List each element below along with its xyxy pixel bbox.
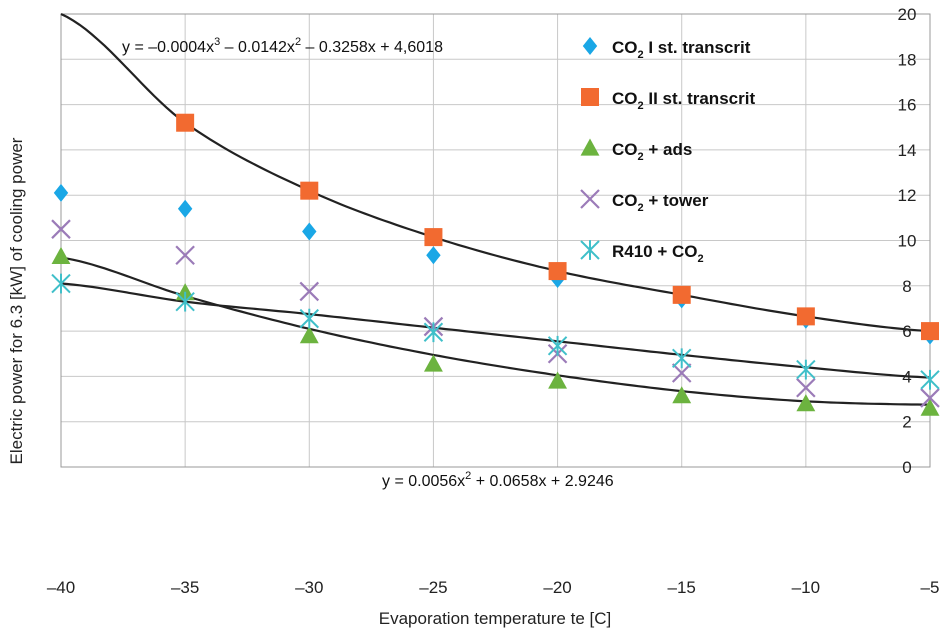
y-tick-label: 2 bbox=[902, 413, 911, 432]
legend: CO2 I st. transcrit CO2 II st. transcrit C… bbox=[580, 37, 755, 265]
trendline-cubic bbox=[60, 13, 931, 333]
y-tick-label: 0 bbox=[902, 458, 911, 477]
legend-marker bbox=[580, 138, 600, 156]
y-tick-label: 8 bbox=[902, 277, 911, 296]
legend-label: R410 + CO2 bbox=[612, 242, 704, 265]
legend-label: CO2 + tower bbox=[612, 191, 709, 214]
x-tick-label: –10 bbox=[792, 578, 820, 597]
marker-stroke bbox=[671, 363, 692, 383]
legend-label: CO2 + ads bbox=[612, 140, 692, 163]
y-axis-title: Electric power for 6.3 [kW] of cooling p… bbox=[7, 137, 26, 464]
equation-cubic: y = –0.0004x3 – 0.0142x2 – 0.3258x + 4,6… bbox=[122, 36, 443, 56]
legend-label: CO2 II st. transcrit bbox=[612, 89, 755, 112]
trendline-r410 bbox=[60, 282, 931, 379]
data-point bbox=[426, 246, 441, 265]
plot-frame bbox=[60, 13, 931, 468]
annotations: y = –0.0004x3 – 0.0142x2 – 0.3258x + 4,6… bbox=[122, 36, 614, 490]
data-point bbox=[175, 291, 195, 312]
x-tick-label: –15 bbox=[668, 578, 696, 597]
data-point bbox=[177, 199, 193, 218]
data-point bbox=[299, 326, 319, 344]
x-tick-label: –20 bbox=[543, 578, 571, 597]
y-tick-label: 20 bbox=[898, 5, 917, 24]
equation-quadratic: y = 0.0056x2 + 0.0658x + 2.9246 bbox=[382, 470, 614, 490]
y-tick-label: 16 bbox=[898, 96, 917, 115]
x-tick-label: –40 bbox=[47, 578, 75, 597]
data-point bbox=[796, 307, 815, 326]
grid bbox=[60, 13, 931, 468]
data-point bbox=[299, 281, 320, 302]
x-axis-title: Evaporation temperature te [C] bbox=[379, 609, 611, 628]
y-tick-label: 12 bbox=[898, 186, 917, 205]
data-point bbox=[672, 348, 692, 369]
data-point bbox=[302, 222, 317, 241]
data-point bbox=[920, 369, 940, 390]
x-tick-label: –35 bbox=[171, 578, 199, 597]
data-point bbox=[796, 394, 816, 412]
data-point bbox=[299, 308, 319, 329]
data-point bbox=[423, 322, 444, 343]
marker-stroke bbox=[796, 377, 816, 398]
data-point bbox=[423, 354, 443, 372]
marker-stroke bbox=[920, 388, 940, 408]
data-point bbox=[672, 386, 692, 404]
data-point bbox=[51, 246, 71, 265]
legend-marker bbox=[580, 240, 600, 260]
trendline-quadratic bbox=[60, 256, 931, 406]
data-point bbox=[548, 262, 567, 281]
data-point bbox=[672, 285, 691, 304]
data-point bbox=[51, 273, 71, 294]
data-point bbox=[671, 363, 692, 383]
x-tick-label: –5 bbox=[921, 578, 940, 597]
legend-marker bbox=[581, 88, 599, 106]
data-point bbox=[796, 359, 816, 380]
x-tick-label: –30 bbox=[295, 578, 323, 597]
data-point bbox=[921, 322, 939, 341]
data-point bbox=[548, 371, 568, 389]
data-point bbox=[300, 181, 319, 200]
data-point bbox=[53, 183, 69, 202]
series-5 bbox=[51, 273, 940, 390]
data-point bbox=[796, 377, 816, 398]
data-point bbox=[920, 398, 940, 416]
y-tick-label: 18 bbox=[898, 50, 917, 69]
data-points bbox=[51, 113, 940, 416]
y-tick-label: 6 bbox=[902, 322, 911, 341]
data-point bbox=[51, 219, 71, 239]
y-tick-label: 14 bbox=[898, 141, 917, 160]
marker-stroke bbox=[51, 219, 71, 239]
x-tick-label: –25 bbox=[419, 578, 447, 597]
series-2 bbox=[176, 113, 939, 341]
marker-stroke bbox=[580, 189, 600, 209]
data-point bbox=[424, 228, 443, 247]
data-point bbox=[547, 335, 568, 356]
legend-label: CO2 I st. transcrit bbox=[612, 38, 751, 61]
y-tick-label: 10 bbox=[898, 232, 917, 251]
trendlines bbox=[60, 13, 931, 406]
data-point bbox=[920, 388, 940, 408]
data-point bbox=[176, 113, 195, 132]
marker-stroke bbox=[175, 245, 195, 266]
marker-stroke bbox=[299, 281, 320, 302]
legend-marker bbox=[582, 37, 598, 55]
legend-marker bbox=[580, 189, 600, 209]
data-point bbox=[175, 245, 195, 266]
